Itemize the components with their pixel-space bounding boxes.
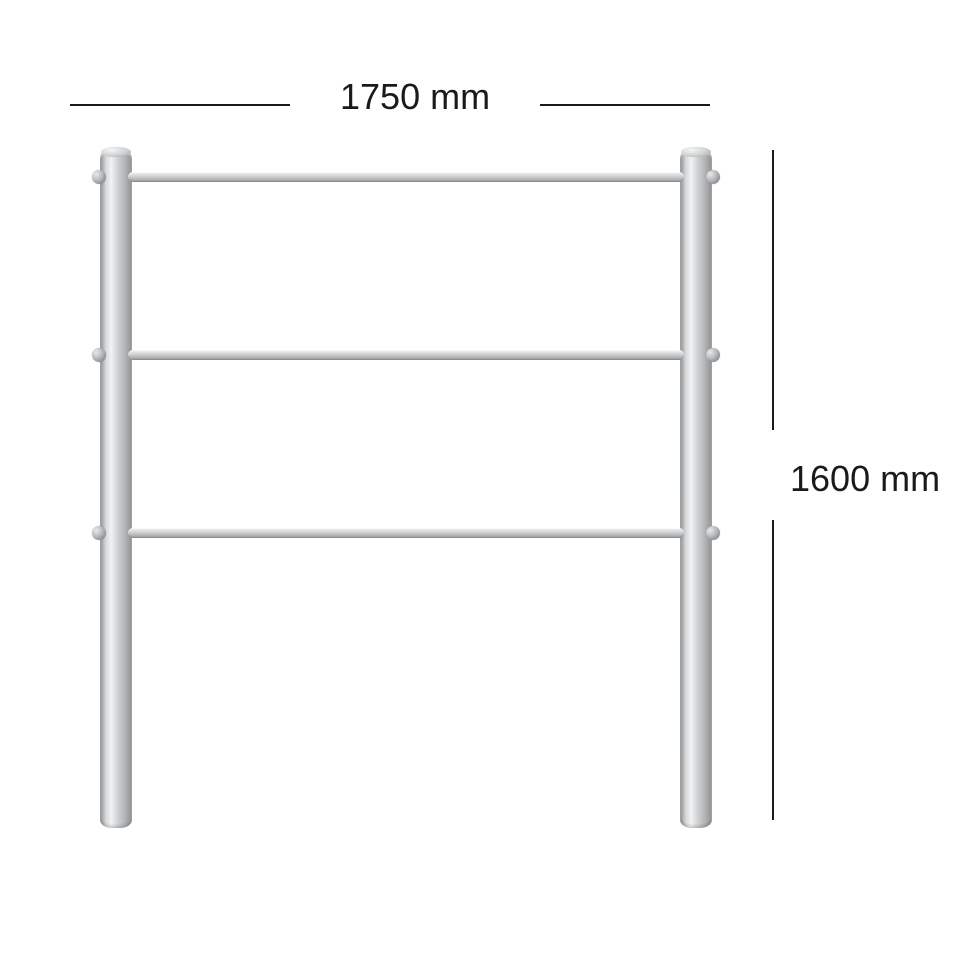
connector-knob [706, 526, 720, 540]
connector-knob [92, 526, 106, 540]
post-right [680, 148, 712, 828]
width-guide-left [70, 104, 290, 106]
connector-knob [92, 348, 106, 362]
width-guide-right [540, 104, 710, 106]
dimension-diagram: 1750 mm 1600 mm [0, 0, 960, 960]
crossbar [128, 528, 684, 538]
height-guide-bottom [772, 520, 774, 820]
height-guide-top [772, 150, 774, 430]
post-left [100, 148, 132, 828]
connector-knob [706, 170, 720, 184]
connector-knob [706, 348, 720, 362]
height-dimension-label: 1600 mm [790, 458, 940, 500]
width-dimension-label: 1750 mm [340, 76, 490, 118]
connector-knob [92, 170, 106, 184]
crossbar [128, 172, 684, 182]
crossbar [128, 350, 684, 360]
